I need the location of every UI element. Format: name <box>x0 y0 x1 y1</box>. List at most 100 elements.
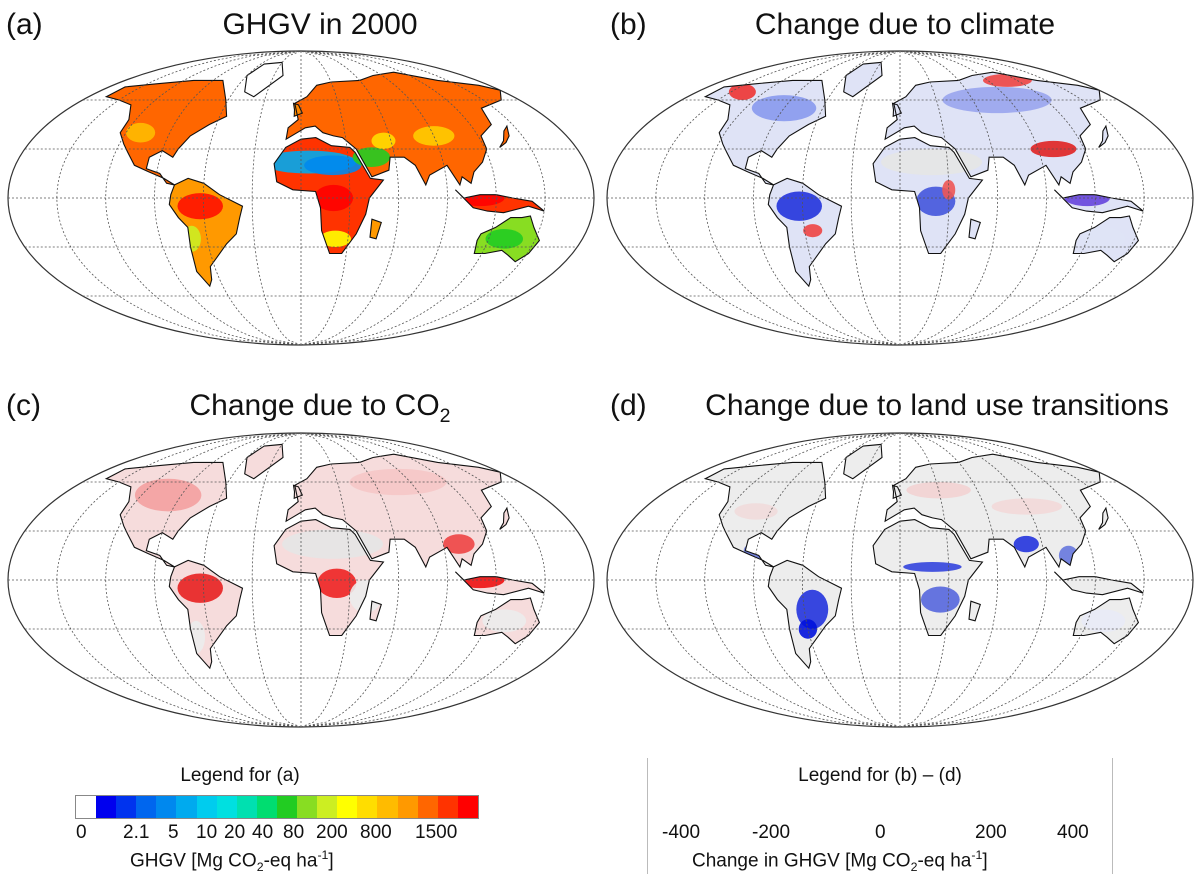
legend-a-swatch <box>357 796 378 818</box>
legend-a-title: Legend for (a) <box>180 765 300 786</box>
land-madagascar <box>370 219 382 239</box>
coastline-africa <box>872 137 984 255</box>
meridian <box>56 51 302 345</box>
legend-a-swatch <box>116 796 137 818</box>
legend-a-tick-label: 10 <box>196 822 218 843</box>
meridian <box>251 51 302 345</box>
land-japan <box>499 508 510 530</box>
coastline-africa <box>872 519 984 637</box>
legend-bd-right-border <box>1112 758 1113 874</box>
legend-bd-tick-label: 0 <box>875 822 886 843</box>
panel-c-label: (c) <box>6 389 41 422</box>
data-patch <box>734 503 778 520</box>
legend-a-tick-label: 800 <box>360 822 392 843</box>
legend-a-swatch <box>337 796 358 818</box>
legend-a-swatch <box>317 796 338 818</box>
data-patch <box>728 83 756 100</box>
data-patch <box>349 468 447 496</box>
coastline-samerica <box>767 177 843 288</box>
coastline-japan <box>1098 124 1109 148</box>
meridian <box>154 51 302 345</box>
meridian <box>899 433 999 727</box>
meridian <box>899 51 999 345</box>
coastline-madagascar <box>369 600 382 622</box>
legend-a-swatch <box>196 796 217 818</box>
meridian <box>202 51 302 345</box>
data-patch <box>317 568 357 598</box>
land-madagascar <box>969 601 981 621</box>
coastline-australia <box>473 215 541 263</box>
coastline-namerica <box>104 79 228 186</box>
legend-a-colorbar <box>75 795 479 819</box>
panel-d-title: Change due to land use transitions <box>705 389 1169 422</box>
coastline-namerica <box>703 461 827 568</box>
data-patch <box>443 534 475 554</box>
legend-a-tick-label: 200 <box>316 822 348 843</box>
legend-bd-tick-label: 400 <box>1057 822 1089 843</box>
coastline-samerica <box>168 559 244 670</box>
meridian <box>300 51 400 345</box>
legend-a-swatch <box>236 796 257 818</box>
map-panel-b <box>606 50 1194 346</box>
data-patch <box>1081 609 1126 633</box>
meridian <box>850 433 901 727</box>
meridian <box>704 51 901 345</box>
meridian <box>899 433 1047 727</box>
legend-a-swatch <box>216 796 237 818</box>
meridian <box>105 433 302 727</box>
data-patch <box>304 155 362 176</box>
legend-a-swatch <box>457 796 478 818</box>
panel-c-title: Change due to CO2 <box>189 389 451 427</box>
meridian <box>655 51 901 345</box>
coastline-uk <box>891 102 903 118</box>
legend-a-tick-label: 0 <box>76 822 87 843</box>
meridian <box>300 433 546 727</box>
legend-a-swatch <box>297 796 318 818</box>
data-patch <box>903 562 962 572</box>
meridian <box>753 433 901 727</box>
land-japan <box>1098 508 1109 530</box>
coastline-eurasia <box>285 71 502 187</box>
data-patch <box>126 122 156 143</box>
coastline-namerica <box>104 461 228 568</box>
meridian <box>105 51 302 345</box>
data-patch <box>1013 535 1039 553</box>
legend-a-swatch <box>417 796 438 818</box>
coastline-madagascar <box>968 218 981 240</box>
coastline-indonesia <box>1054 571 1144 596</box>
land-japan <box>1098 126 1109 148</box>
meridian <box>300 433 351 727</box>
legend-a-tick-label: 2.1 <box>123 822 150 843</box>
land-madagascar <box>969 219 981 239</box>
map-panel-c <box>7 432 595 728</box>
legend-a-swatch <box>136 796 157 818</box>
meridian <box>655 433 901 727</box>
meridian <box>899 433 1096 727</box>
coastline-uk <box>292 484 304 500</box>
data-patch <box>485 229 524 249</box>
coastline-madagascar <box>369 218 382 240</box>
coastline-indonesia <box>455 571 545 596</box>
meridian <box>56 433 302 727</box>
legend-bd-tick-label: -200 <box>752 822 791 843</box>
panel-a-title: GHGV in 2000 <box>222 8 418 41</box>
coastline-eurasia <box>884 453 1101 569</box>
legend-a-tick-label: 5 <box>168 822 179 843</box>
legend-a-swatch <box>156 796 177 818</box>
data-patch <box>751 95 817 122</box>
coastline-africa <box>273 137 385 255</box>
panel-b-label: (b) <box>610 8 647 41</box>
meridian <box>850 51 901 345</box>
legend-a-swatch <box>76 796 97 818</box>
map-panel-d <box>606 432 1194 728</box>
legend-bd-tick-label: 200 <box>975 822 1007 843</box>
legend-a-swatch <box>276 796 298 818</box>
coastline-eurasia <box>285 453 502 569</box>
meridian <box>300 51 497 345</box>
meridian <box>753 51 901 345</box>
coastline-africa <box>273 519 385 637</box>
meridian <box>899 51 1145 345</box>
coastline-uk <box>891 484 903 500</box>
meridian <box>801 433 901 727</box>
coastline-uk <box>292 102 304 118</box>
